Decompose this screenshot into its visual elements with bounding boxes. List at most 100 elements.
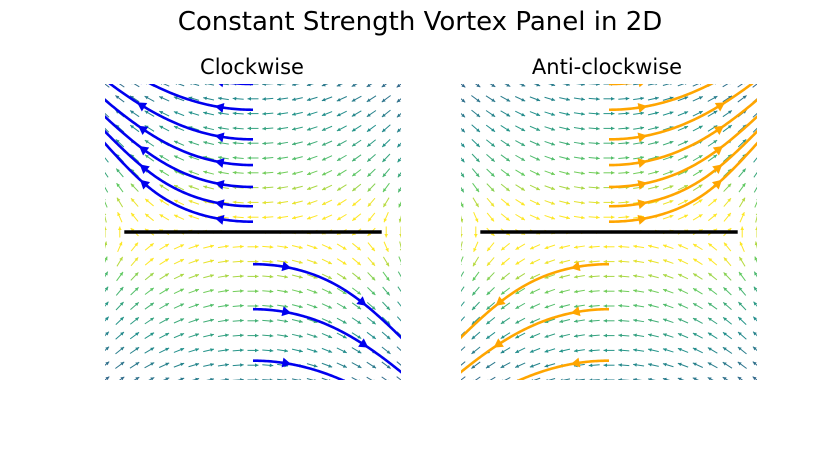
quiver-arrow: [159, 213, 170, 221]
quiver-arrow: [544, 288, 556, 294]
quiver-arrow: [707, 377, 714, 380]
quiver-arrow: [603, 274, 615, 279]
quiver-arrow: [754, 241, 757, 249]
quiver-arrow: [336, 184, 347, 191]
quiver-arrow: [262, 111, 274, 116]
quiver-arrow: [115, 286, 124, 296]
quiver-arrow: [752, 316, 757, 322]
quiver-arrow: [115, 361, 125, 369]
quiver-arrow: [144, 110, 155, 117]
streamline: [609, 129, 757, 210]
streamline-arrow: [637, 132, 648, 143]
streamline-arrow: [76, 89, 86, 99]
quiver-arrow: [247, 126, 259, 131]
quiver-arrow: [618, 170, 630, 175]
quiver-arrow: [573, 348, 585, 353]
quiver-arrow: [559, 156, 571, 161]
quiver-arrow: [723, 212, 732, 222]
quiver-arrow: [148, 377, 155, 380]
quiver-arrow: [471, 301, 480, 311]
streamline-arrow: [214, 214, 225, 225]
quiver-arrow: [723, 272, 732, 281]
quiver-arrow: [351, 110, 362, 117]
quiver-arrow: [217, 333, 229, 338]
quiver-arrow: [188, 111, 200, 116]
quiver-arrow: [144, 287, 155, 295]
quiver-arrow: [486, 242, 495, 252]
quiver-arrow: [544, 303, 556, 309]
quiver-arrow: [203, 111, 215, 116]
quiver-arrow: [603, 111, 615, 116]
streamline-arrow: [720, 84, 722, 85]
quiver-arrow: [544, 333, 556, 338]
quiver-arrow: [247, 97, 259, 101]
streamline-arrow: [139, 145, 150, 156]
quiver-arrow: [277, 274, 289, 279]
quiver-arrow: [381, 95, 391, 103]
quiver-arrow: [677, 347, 689, 353]
quiver-arrow: [105, 346, 110, 352]
quiver-arrow: [381, 124, 391, 133]
quiver-arrow: [232, 200, 244, 205]
quiver-arrow: [533, 84, 541, 87]
quiver-arrow: [291, 126, 303, 131]
quiver-arrow: [471, 346, 481, 355]
quiver-arrow: [722, 302, 732, 310]
streamline-arrow: [712, 164, 723, 175]
quiver-arrow: [544, 140, 556, 146]
quiver-arrow: [277, 126, 289, 131]
quiver-arrow: [647, 259, 659, 264]
quiver-arrow: [217, 274, 229, 278]
quiver-arrow: [115, 331, 125, 340]
quiver-arrow: [559, 97, 571, 101]
quiver-arrow: [515, 110, 526, 117]
quiver-arrow: [336, 317, 347, 324]
quiver-arrow: [188, 155, 200, 161]
quiver-arrow: [603, 141, 615, 145]
quiver-arrow: [662, 200, 674, 205]
quiver-arrow: [367, 287, 376, 296]
subplot-title-anticlockwise: Anti-clockwise: [532, 55, 682, 79]
quiver-arrow: [529, 258, 541, 265]
quiver-arrow: [352, 242, 362, 251]
quiver-arrow: [588, 171, 600, 175]
quiver-arrow: [461, 186, 465, 193]
streamline: [516, 357, 609, 380]
quiver-arrow: [573, 141, 585, 146]
quiver-arrow: [754, 256, 757, 263]
quiver-arrow: [352, 183, 362, 192]
quiver-arrow: [692, 213, 703, 221]
quiver-arrow: [336, 96, 348, 102]
quiver-arrow: [321, 111, 333, 117]
quiver-arrow: [399, 226, 401, 238]
quiver-arrow: [707, 139, 718, 147]
quiver-arrow: [117, 211, 123, 223]
quiver-arrow: [188, 318, 200, 324]
quiver-arrow: [471, 153, 480, 163]
quiver-arrow: [559, 141, 571, 146]
quiver-arrow: [247, 333, 259, 338]
quiver-arrow: [544, 363, 556, 368]
quiver-arrow: [529, 244, 541, 250]
streamline-arrow: [776, 89, 786, 99]
streamline-arrow: [356, 296, 367, 306]
quiver-arrow: [544, 348, 556, 353]
quiver-arrow: [351, 125, 362, 132]
quiver-arrow: [351, 377, 360, 380]
quiver-arrow: [647, 303, 659, 308]
quiver-arrow: [159, 154, 170, 162]
quiver-arrow: [277, 260, 289, 264]
quiver-arrow: [129, 124, 140, 133]
quiver-arrow: [159, 347, 170, 354]
quiver-arrow: [217, 155, 229, 160]
quiver-arrow: [603, 348, 615, 353]
quiver-arrow: [573, 304, 585, 309]
quiver-arrow: [232, 318, 244, 323]
quiver-arrow: [397, 171, 401, 178]
quiver-arrow: [633, 274, 645, 278]
quiver-arrow: [515, 184, 526, 191]
quiver-arrow: [129, 346, 140, 354]
quiver-arrow: [396, 361, 401, 366]
quiver-arrow: [321, 169, 333, 176]
